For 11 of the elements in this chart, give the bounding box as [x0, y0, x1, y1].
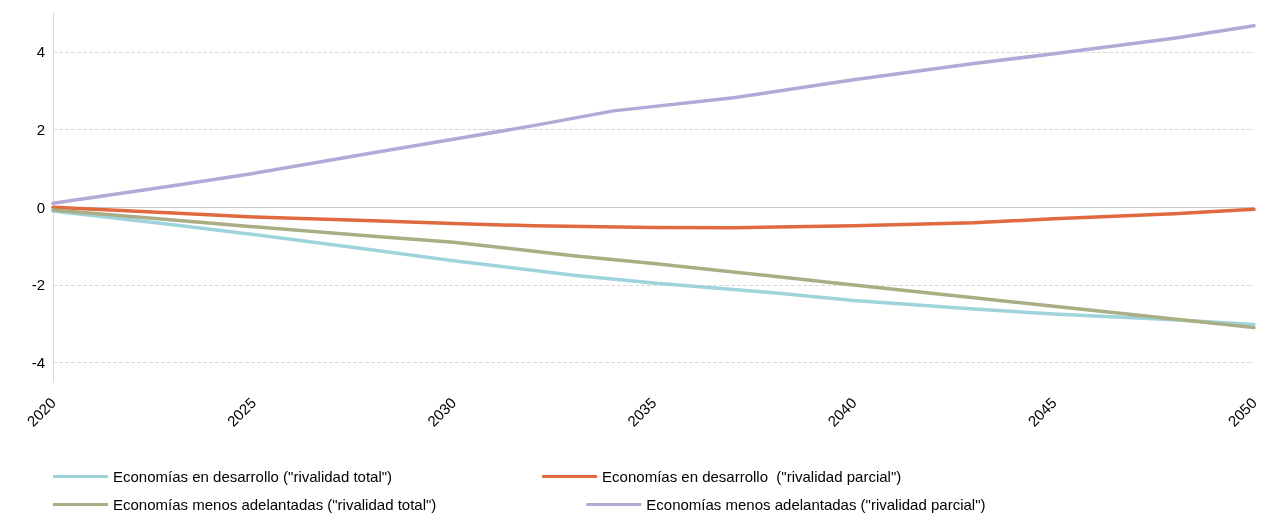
legend-label: Economías en desarrollo ("rivalidad total") [113, 468, 393, 485]
legend-label: Economías menos adelantadas ("rivalidad total") [113, 496, 437, 513]
line-series [51, 24, 1256, 206]
line-series [51, 205, 1256, 230]
y-tick-label: 4 [36, 43, 45, 61]
y-tick-label: 0 [36, 198, 45, 216]
y-tick-label: -2 [31, 276, 45, 294]
legend-label: Economías en desarrollo ("rivalidad parcial") [602, 468, 902, 485]
legend-label: Economías menos adelantadas ("rivalidad parcial") [646, 496, 986, 513]
y-tick-label: -4 [31, 354, 45, 372]
y-tick-label: 2 [36, 121, 45, 139]
